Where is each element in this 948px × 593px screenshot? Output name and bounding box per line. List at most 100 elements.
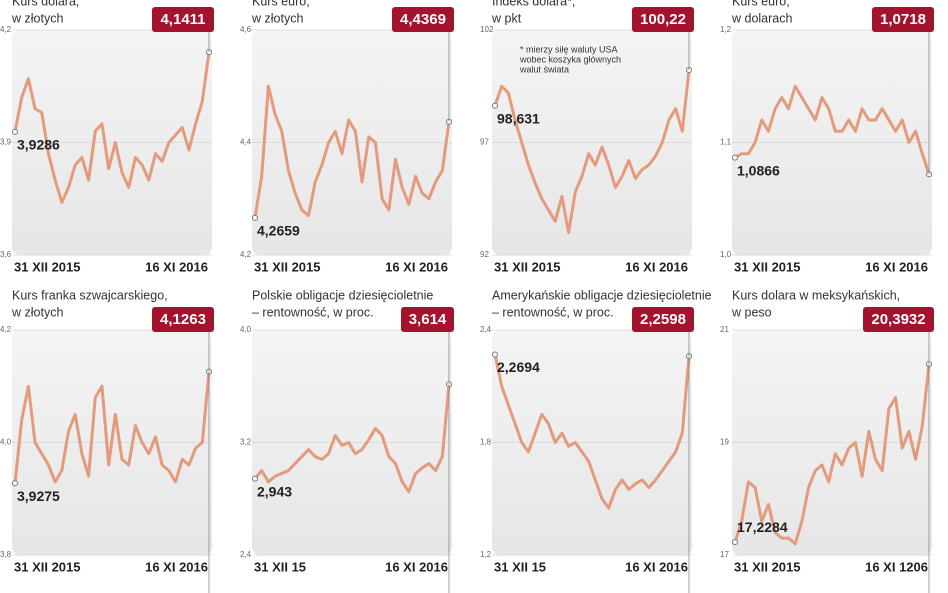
value-box bbox=[401, 307, 454, 332]
y-tick-label: 21 bbox=[720, 325, 729, 334]
x-tick-label: 16 XI 2016 bbox=[385, 259, 448, 274]
value-label: 3,614 bbox=[409, 311, 447, 328]
value-label: 100,22 bbox=[640, 11, 686, 28]
y-tick-label: 3,8 bbox=[0, 550, 12, 559]
value-label: 20,3932 bbox=[871, 311, 925, 328]
y-tick-label: 2,4 bbox=[240, 550, 252, 559]
y-tick-label: 4,2 bbox=[240, 250, 252, 259]
value-box bbox=[632, 7, 694, 32]
line bbox=[253, 384, 451, 494]
x-tick-label: 31 XII 15 bbox=[494, 559, 546, 574]
chart-title: Kurs dolara, bbox=[12, 0, 79, 8]
y-tick-label: 4,2 bbox=[0, 25, 12, 34]
value-box bbox=[863, 307, 934, 332]
y-tick-label: 92 bbox=[480, 250, 489, 259]
value-label: 2,943 bbox=[257, 483, 292, 499]
x-tick-label: 31 XII 2015 bbox=[494, 259, 561, 274]
note: walut świata bbox=[519, 64, 569, 74]
chart-title: Kurs franka szwajcarskiego, bbox=[12, 288, 168, 302]
chart-title: Polskie obligacje dziesięcioletnie bbox=[252, 288, 433, 302]
line bbox=[734, 84, 931, 175]
chart-title: w peso bbox=[731, 305, 772, 319]
point bbox=[12, 128, 18, 135]
y-tick-label: 3,9 bbox=[0, 138, 12, 147]
y-tick-label: 2,4 bbox=[480, 325, 492, 334]
chart-title: Kurs euro, bbox=[252, 0, 310, 8]
x-tick-label: 31 XII 2015 bbox=[734, 259, 801, 274]
value-box bbox=[392, 7, 454, 32]
value-label: 2,2694 bbox=[497, 359, 540, 375]
chart-title: w dolarach bbox=[731, 11, 792, 25]
chart-title: w złotych bbox=[251, 11, 303, 25]
point bbox=[252, 475, 258, 482]
x-tick-label: 16 XI 2016 bbox=[625, 259, 688, 274]
y-tick-label: 1,2 bbox=[480, 550, 492, 559]
value-label: 1,0718 bbox=[880, 11, 926, 28]
value-box bbox=[152, 307, 214, 332]
x-tick-label: 16 XI 2016 bbox=[145, 559, 208, 574]
value-label: 4,4369 bbox=[400, 11, 446, 28]
value-label: 2,2598 bbox=[640, 311, 686, 328]
y-tick-label: 1,0 bbox=[720, 250, 732, 259]
chart-title: w złotych bbox=[11, 11, 63, 25]
point bbox=[12, 480, 18, 487]
value-label: 17,2284 bbox=[737, 519, 788, 535]
value-label: 4,1411 bbox=[160, 11, 205, 28]
x-tick-label: 31 XII 2015 bbox=[254, 259, 321, 274]
value-label: 3,9286 bbox=[17, 136, 60, 152]
x-tick-label: 31 XII 2015 bbox=[14, 559, 81, 574]
y-tick-label: 1,2 bbox=[720, 25, 732, 34]
line bbox=[493, 354, 691, 510]
y-tick-label: 4,2 bbox=[0, 325, 12, 334]
y-tick-label: 19 bbox=[720, 438, 729, 447]
chart-title: – rentowność, w proc. bbox=[492, 305, 614, 319]
x-tick-label: 31 XII 2015 bbox=[14, 259, 81, 274]
point bbox=[732, 539, 738, 546]
point bbox=[492, 351, 498, 358]
value-label: 3,9275 bbox=[17, 488, 60, 504]
y-tick-label: 1,8 bbox=[480, 438, 492, 447]
note: * mierzy siłę waluty USA bbox=[520, 44, 618, 54]
point bbox=[492, 102, 498, 109]
value-box bbox=[872, 7, 934, 32]
value-box bbox=[632, 307, 694, 332]
y-tick-label: 97 bbox=[480, 138, 489, 147]
chart-title: Kurs dolara w meksykańskich, bbox=[732, 288, 900, 302]
x-tick-label: 16 XI 1206 bbox=[865, 559, 928, 574]
y-tick-label: 3,6 bbox=[0, 250, 12, 259]
y-tick-label: 4,0 bbox=[240, 325, 252, 334]
line bbox=[13, 371, 211, 484]
chart-title: w pkt bbox=[491, 11, 522, 25]
x-tick-label: 16 XI 2016 bbox=[145, 259, 208, 274]
value-label: 1,0866 bbox=[737, 162, 780, 178]
value-label: 4,2659 bbox=[257, 223, 300, 239]
y-tick-label: 3,2 bbox=[240, 438, 252, 447]
x-tick-label: 31 XII 15 bbox=[254, 559, 306, 574]
point bbox=[732, 154, 738, 161]
point bbox=[252, 214, 258, 221]
line bbox=[253, 84, 451, 219]
x-tick-label: 16 XI 2016 bbox=[865, 259, 928, 274]
line bbox=[493, 69, 691, 234]
chart-title: Kurs euro, bbox=[732, 0, 790, 8]
y-tick-label: 4,6 bbox=[240, 25, 252, 34]
y-tick-label: 4,4 bbox=[240, 138, 252, 147]
x-tick-label: 16 XI 2016 bbox=[625, 559, 688, 574]
value-box bbox=[152, 7, 214, 32]
value-label: 98,631 bbox=[497, 111, 540, 127]
chart-title: w złotych bbox=[11, 305, 63, 319]
line bbox=[13, 51, 211, 204]
y-tick-label: 102 bbox=[480, 25, 494, 34]
value-label: 4,1263 bbox=[160, 311, 206, 328]
x-tick-label: 31 XII 2015 bbox=[734, 559, 801, 574]
chart-title: – rentowność, w proc. bbox=[252, 305, 374, 319]
chart-title: Amerykańskie obligacje dziesięcioletnie bbox=[492, 288, 712, 302]
note: wobec koszyka głównych bbox=[519, 54, 621, 64]
x-tick-label: 16 XI 2016 bbox=[385, 559, 448, 574]
y-tick-label: 1,1 bbox=[720, 138, 732, 147]
chart-title: Indeks dolara*, bbox=[492, 0, 575, 8]
line bbox=[733, 363, 931, 546]
y-tick-label: 4,0 bbox=[0, 438, 12, 447]
y-tick-label: 17 bbox=[720, 550, 729, 559]
